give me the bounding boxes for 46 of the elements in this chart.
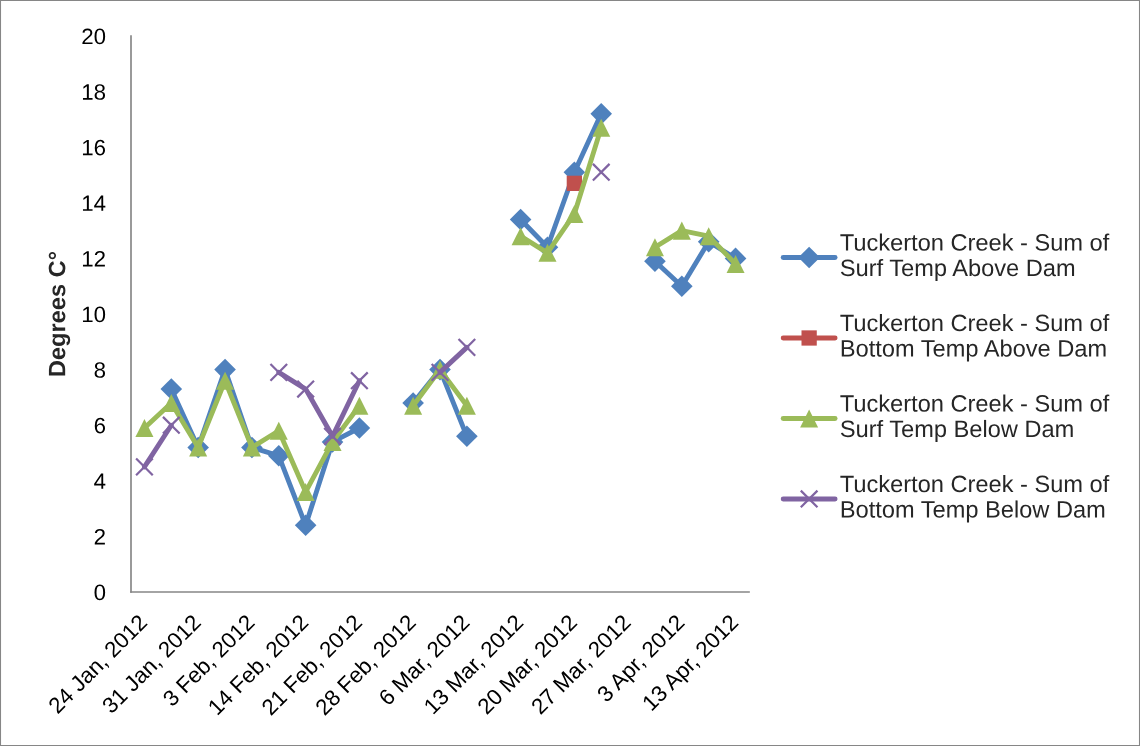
point <box>565 204 584 223</box>
point <box>294 514 317 537</box>
y-tick-label: 2 <box>94 528 105 545</box>
point <box>538 243 557 262</box>
point <box>457 396 476 415</box>
y-tick-label: 18 <box>82 84 106 100</box>
point <box>135 418 154 438</box>
y-tick-label: 14 <box>82 195 106 211</box>
point <box>161 415 181 435</box>
point <box>348 417 371 439</box>
legend-label: Tuckerton Creek - Sum of Surf Temp Below Dam <box>840 394 1110 442</box>
point <box>323 426 342 446</box>
point <box>456 425 478 448</box>
point <box>160 378 183 400</box>
y-tick-label: 10 <box>82 306 106 323</box>
legend-label: Tuckerton Creek - Sum of Bottom Temp Below Dam <box>840 474 1110 523</box>
point <box>349 371 369 391</box>
point <box>457 337 477 357</box>
y-tick-label: 12 <box>82 250 105 267</box>
point <box>590 103 613 125</box>
point <box>134 457 154 477</box>
point <box>267 444 290 467</box>
point <box>216 371 235 390</box>
legend-label: Tuckerton Creek - Sum of Bottom Temp Above Dam <box>840 313 1110 362</box>
point <box>269 421 288 440</box>
point <box>672 221 691 240</box>
y-axis-title: Degrees C° <box>48 251 71 376</box>
y-tick-label: 8 <box>94 362 106 378</box>
point <box>269 362 289 382</box>
y-tick-label: 6 <box>94 417 106 434</box>
point <box>350 396 369 415</box>
y-tick-label: 4 <box>94 473 106 489</box>
point <box>511 227 530 246</box>
legend-label: Tuckerton Creek - Sum of Surf Temp Above Dam <box>840 233 1110 281</box>
point <box>296 482 315 501</box>
point <box>296 379 316 399</box>
point <box>645 238 664 257</box>
y-tick-label: 0 <box>94 584 106 601</box>
y-tick-label: 20 <box>82 28 106 45</box>
point <box>726 254 745 273</box>
point <box>566 175 582 191</box>
point <box>591 162 611 182</box>
y-tick-label: 16 <box>82 139 106 156</box>
point <box>671 275 693 297</box>
point <box>509 208 532 231</box>
point <box>592 118 611 137</box>
